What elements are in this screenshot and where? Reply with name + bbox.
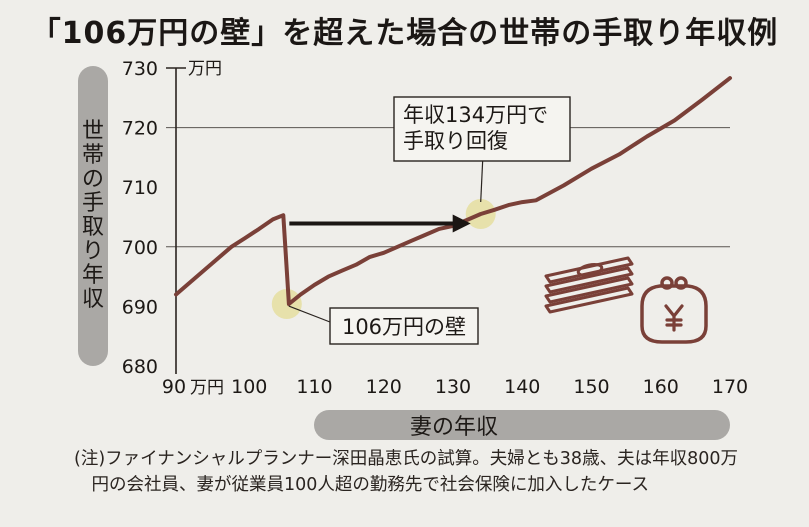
callout-text-recovery: 手取り回復 [403, 129, 508, 153]
series-line [174, 76, 732, 306]
y-axis-label-char: の [82, 167, 104, 192]
banknote-mark [576, 263, 604, 277]
x-tick-label: 120 [366, 376, 402, 398]
x-tick-label: 160 [643, 376, 679, 398]
y-axis-label-char: 世 [82, 119, 104, 144]
y-axis-label-char: 帯 [82, 143, 104, 168]
banknote [544, 256, 634, 284]
y-tick-label: 680 [122, 356, 158, 378]
y-axis-label-char: 取 [82, 215, 104, 240]
decorative-icons [544, 256, 708, 344]
x-tick-label: 90 [162, 376, 186, 398]
x-tick-label: 110 [296, 376, 332, 398]
highlight-circle [271, 289, 302, 320]
callout-leader [480, 159, 484, 203]
y-axis-label-char: 手 [82, 191, 104, 216]
axes [166, 67, 186, 374]
x-tick-label: 130 [435, 376, 471, 398]
y-axis-label-char: 収 [82, 287, 104, 312]
x-axis-label: 妻の年収 [410, 415, 498, 440]
chart-title: 「106万円の壁」を超えた場合の世帯の手取り年収例 [30, 16, 779, 51]
x-unit-label: 万円 [190, 378, 224, 398]
x-axis-label-pill [314, 410, 730, 440]
x-tick-label: 140 [504, 376, 540, 398]
purse-clasp [674, 276, 688, 290]
y-tick-label: 700 [122, 237, 158, 259]
banknote [544, 286, 634, 314]
y-tick-labels: 680 690 700 710 720 730 万円 [122, 58, 222, 378]
y-unit-label: 万円 [188, 59, 222, 79]
purse-clasp [660, 276, 674, 290]
x-tick-label: 150 [573, 376, 609, 398]
highlight-circles [271, 199, 496, 320]
x-tick-label: 170 [712, 376, 748, 398]
banknote [544, 266, 634, 294]
x-tick-label: 100 [231, 376, 267, 398]
callout-text-wall: 106万円の壁 [342, 315, 466, 339]
y-axis-label: 世帯の手取り年収 [82, 119, 104, 312]
callout-leader [288, 305, 331, 323]
callout-box [329, 307, 479, 345]
callout-box [393, 96, 571, 162]
y-axis-label-char: り [82, 239, 104, 264]
yen-purse-icon [640, 276, 708, 344]
footnote: (注)ファイナンシャルプランナー深田晶恵氏の試算。夫婦とも38歳、夫は年収800… [74, 449, 738, 495]
callout-text-recovery: 年収134万円で [403, 103, 548, 127]
y-tick-label: 720 [122, 118, 158, 140]
y-tick-label: 730 [122, 58, 158, 80]
arrow-head [452, 214, 471, 233]
banknote-stack-icon [544, 256, 634, 314]
yen-symbol [664, 304, 684, 332]
x-tick-labels: 90 100 110 120 130 140 150 160 170 万円 [162, 376, 748, 398]
recovery-arrow [289, 214, 471, 233]
y-axis-label-pill [78, 66, 108, 366]
banknote [544, 276, 634, 304]
y-tick-label: 710 [122, 177, 158, 199]
y-tick-label: 690 [122, 296, 158, 318]
y-axis-label-char: 年 [82, 263, 104, 288]
